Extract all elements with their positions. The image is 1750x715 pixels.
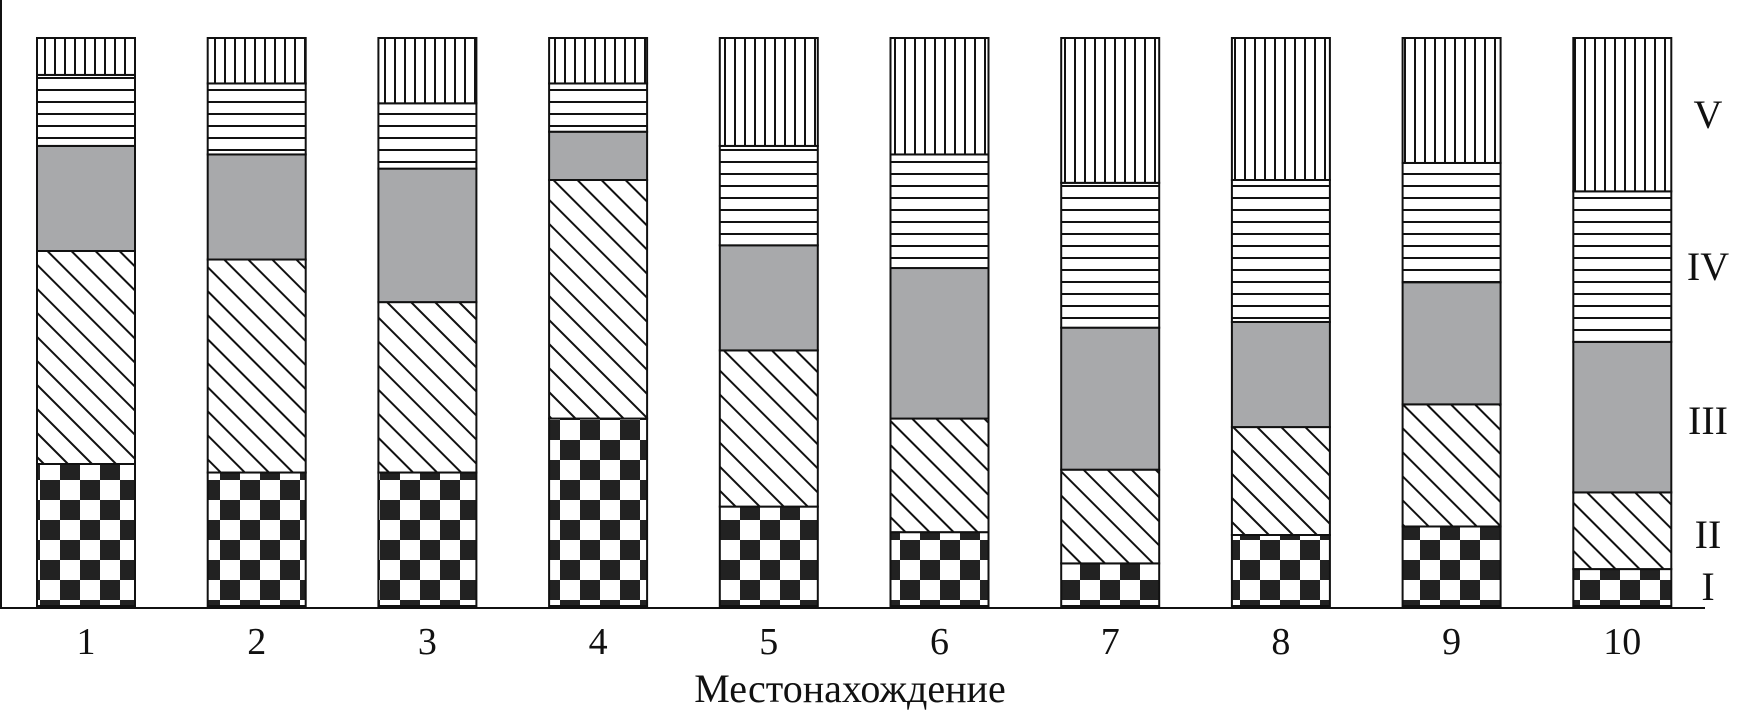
bar-segment-6-IV: [889, 153, 990, 270]
bar-segment-10-II: [1572, 491, 1673, 571]
bar-segment-1-V: [36, 37, 136, 76]
category-label-1: 1: [77, 621, 96, 663]
bar-segment-7-V: [1060, 37, 1161, 184]
bar-segment-8-IV: [1230, 179, 1331, 323]
bar-segment-1-I: [36, 463, 136, 607]
category-label-2: 2: [247, 621, 266, 663]
bar-segment-9-II: [1401, 403, 1502, 528]
layer-label-I: I: [1701, 564, 1714, 609]
bar-segment-3-III: [377, 167, 478, 304]
bar-segment-10-I: [1572, 568, 1673, 608]
bar-segment-7-II: [1060, 468, 1161, 565]
bar-segment-7-III: [1060, 326, 1161, 471]
bar-segment-10-IV: [1572, 190, 1673, 343]
bar-segment-6-I: [889, 531, 990, 607]
layer-label-IV: IV: [1687, 244, 1729, 289]
category-label-3: 3: [418, 621, 437, 663]
bar-segment-3-I: [377, 471, 478, 607]
bar-segment-4-V: [548, 37, 649, 85]
bar-segment-5-V: [718, 37, 819, 147]
bar-segment-1-IV: [36, 73, 136, 147]
bar-segment-6-V: [889, 37, 990, 156]
bar-segment-2-V: [206, 37, 307, 85]
bar-segment-7-I: [1060, 562, 1161, 608]
bar-segment-9-III: [1401, 281, 1502, 406]
category-label-5: 5: [759, 621, 778, 663]
category-label-8: 8: [1271, 621, 1290, 663]
category-labels: 1 2 3 4 5 6 7 8 9 10: [77, 621, 1642, 663]
bar-segment-8-II: [1230, 426, 1331, 536]
bar-segment-6-II: [889, 417, 990, 534]
bar-segment-5-III: [718, 244, 819, 352]
bars-group: [36, 37, 1673, 608]
layer-label-V: V: [1694, 92, 1723, 137]
bar-segment-4-II: [548, 179, 649, 420]
bar-segment-3-V: [377, 37, 478, 105]
bar-segment-10-III: [1572, 340, 1673, 494]
bar-segment-1-II: [36, 250, 136, 465]
bar-segment-9-I: [1401, 525, 1502, 607]
bar-segment-3-IV: [377, 102, 478, 170]
bar-segment-2-I: [206, 471, 307, 607]
bar-segment-10-V: [1572, 37, 1673, 193]
bar-segment-4-IV: [548, 82, 649, 133]
bar-segment-6-III: [889, 267, 990, 420]
bar-segment-7-IV: [1060, 181, 1161, 329]
layer-label-II: II: [1695, 512, 1722, 557]
bar-segment-8-III: [1230, 321, 1331, 429]
x-axis-title: Местонахождение: [694, 666, 1005, 711]
bar-segment-5-IV: [718, 144, 819, 247]
bar-segment-3-II: [377, 301, 478, 474]
bar-segment-4-I: [548, 417, 649, 607]
category-label-7: 7: [1101, 621, 1120, 663]
bar-segment-2-IV: [206, 82, 307, 156]
bar-segment-1-III: [36, 144, 136, 252]
category-label-10: 10: [1603, 621, 1641, 663]
bar-segment-2-II: [206, 258, 307, 474]
category-label-6: 6: [930, 621, 949, 663]
bar-segment-5-I: [718, 505, 819, 608]
bar-segment-8-V: [1230, 37, 1331, 181]
bar-segment-9-IV: [1401, 161, 1502, 284]
layer-label-III: III: [1688, 398, 1728, 443]
category-label-9: 9: [1442, 621, 1461, 663]
bar-segment-4-III: [548, 130, 649, 181]
bar-segment-8-I: [1230, 534, 1331, 607]
bar-segment-2-III: [206, 153, 307, 261]
bar-segment-5-II: [718, 349, 819, 508]
category-label-4: 4: [589, 621, 608, 663]
bar-segment-9-V: [1401, 37, 1502, 164]
